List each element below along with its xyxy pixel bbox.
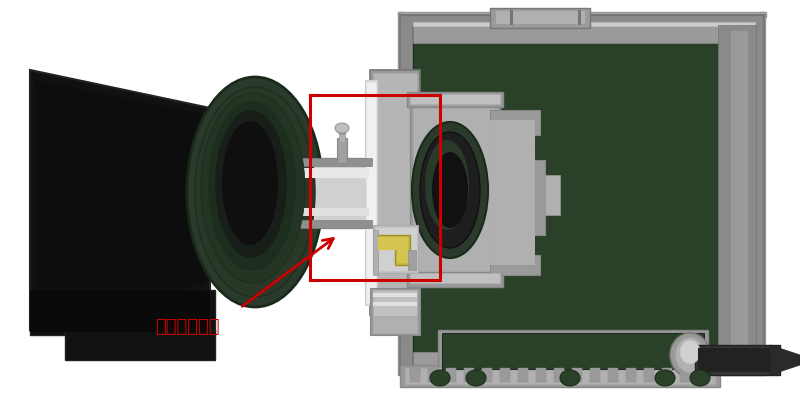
Bar — [407, 272, 503, 287]
Bar — [370, 70, 420, 315]
Bar — [30, 290, 210, 332]
Ellipse shape — [430, 370, 450, 386]
Ellipse shape — [675, 337, 705, 373]
Bar — [554, 368, 564, 382]
Polygon shape — [490, 110, 545, 275]
Ellipse shape — [560, 370, 580, 386]
Bar — [518, 368, 528, 382]
Ellipse shape — [466, 370, 486, 386]
Bar — [398, 370, 766, 375]
Bar — [500, 368, 510, 382]
Bar — [410, 368, 420, 382]
Ellipse shape — [215, 110, 287, 258]
Bar — [400, 15, 764, 375]
Ellipse shape — [655, 370, 675, 386]
Bar — [373, 225, 418, 273]
Bar — [590, 368, 600, 382]
Polygon shape — [770, 345, 800, 375]
Bar — [464, 368, 474, 382]
Bar — [373, 73, 417, 312]
Text: 增效导光结构: 增效导光结构 — [155, 318, 219, 336]
Bar — [718, 25, 756, 365]
Ellipse shape — [425, 140, 469, 230]
Bar — [373, 317, 417, 333]
Bar — [213, 208, 369, 216]
Bar — [410, 94, 500, 104]
Bar — [373, 302, 417, 306]
Bar — [398, 12, 766, 17]
Bar — [495, 10, 585, 24]
Bar — [428, 368, 438, 382]
Ellipse shape — [690, 370, 710, 386]
Bar — [438, 330, 708, 370]
Bar — [413, 98, 497, 277]
Bar — [442, 333, 704, 369]
Bar — [413, 352, 755, 365]
Bar — [400, 365, 720, 387]
Bar — [370, 288, 420, 318]
Bar — [608, 368, 618, 382]
Bar — [626, 368, 636, 382]
Bar — [339, 132, 345, 142]
Ellipse shape — [208, 101, 296, 271]
Bar — [446, 368, 456, 382]
Bar — [375, 227, 417, 271]
Ellipse shape — [337, 126, 347, 134]
Bar — [695, 345, 780, 375]
Bar — [210, 158, 372, 228]
Bar — [30, 290, 215, 335]
Ellipse shape — [412, 122, 488, 258]
Bar — [578, 10, 580, 24]
Ellipse shape — [670, 333, 710, 377]
Bar — [760, 12, 765, 372]
Polygon shape — [35, 80, 205, 320]
Ellipse shape — [680, 340, 700, 364]
Bar — [405, 368, 715, 384]
Bar — [65, 330, 215, 360]
Bar — [310, 95, 440, 280]
Ellipse shape — [335, 123, 349, 133]
Bar — [490, 8, 590, 28]
Ellipse shape — [201, 93, 305, 283]
Bar — [572, 368, 582, 382]
Bar — [373, 230, 378, 275]
Bar — [680, 368, 690, 382]
Bar — [210, 158, 372, 166]
Bar — [730, 30, 748, 360]
Ellipse shape — [195, 87, 315, 297]
Polygon shape — [376, 235, 410, 265]
Bar — [545, 175, 560, 215]
Bar — [698, 348, 780, 372]
Bar — [413, 25, 755, 365]
Bar — [370, 315, 420, 335]
Bar — [408, 250, 416, 270]
Bar — [213, 168, 369, 178]
Bar — [644, 368, 654, 382]
Bar — [510, 10, 512, 24]
Bar — [365, 80, 377, 305]
Bar — [213, 161, 369, 225]
Bar — [337, 138, 347, 163]
Bar — [407, 92, 503, 107]
Bar — [482, 368, 492, 382]
Bar — [536, 368, 546, 382]
Ellipse shape — [222, 121, 278, 245]
Bar — [373, 293, 417, 297]
Bar — [413, 22, 755, 26]
Bar — [410, 95, 500, 280]
Bar — [373, 290, 417, 316]
Bar — [662, 368, 672, 382]
Bar — [366, 82, 376, 303]
Polygon shape — [378, 237, 408, 263]
Bar — [698, 368, 708, 382]
Bar — [413, 25, 755, 43]
Polygon shape — [30, 70, 210, 330]
Ellipse shape — [420, 132, 480, 248]
Ellipse shape — [187, 77, 323, 307]
Bar — [410, 273, 500, 283]
Bar — [210, 220, 372, 228]
Ellipse shape — [432, 152, 468, 228]
Bar — [490, 120, 535, 265]
Bar — [398, 12, 403, 372]
